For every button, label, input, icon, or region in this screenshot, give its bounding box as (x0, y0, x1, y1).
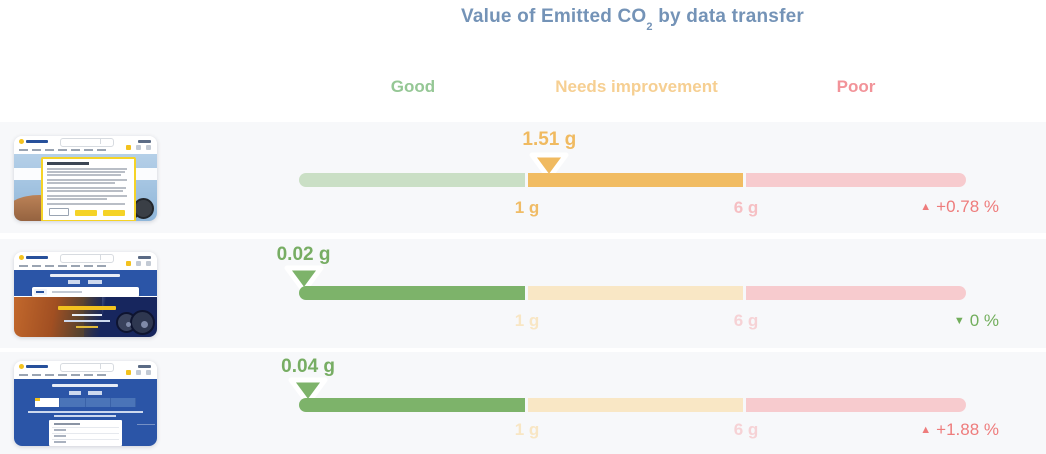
location-icon (126, 370, 131, 375)
gauge-segment-needs-improvement (528, 398, 743, 412)
thumb-browser-header (14, 136, 157, 154)
cookie-settings-button (75, 210, 97, 216)
thumb-nav-links (19, 149, 109, 151)
co2-gauge-bar (299, 398, 966, 412)
location-icon (126, 261, 131, 266)
thumb-page-body (14, 270, 157, 337)
change-percent: ▼ 0 % (953, 311, 999, 330)
gauge-segment-poor (746, 398, 966, 412)
gauge-marker-icon (529, 152, 569, 181)
michelin-man-icon (19, 255, 24, 260)
co2-value-label: 0.02 g (276, 244, 331, 265)
account-icon (146, 145, 151, 150)
dropdown-panel (49, 420, 122, 446)
michelin-logo (26, 256, 48, 259)
gauge-segment-poor (746, 286, 966, 300)
tick-6g: 6 g (733, 198, 759, 217)
gauge-segment-good (299, 286, 525, 300)
michelin-man-icon (19, 364, 24, 369)
thumb-page-body (14, 379, 157, 446)
account-icon (146, 261, 151, 266)
cookie-dialog-title (47, 162, 89, 165)
gauge-segment-good (299, 173, 525, 187)
thumb-search-bar (60, 363, 114, 372)
location-icon (126, 145, 131, 150)
co2-gauge-bar (299, 286, 966, 300)
thumb-search-bar (60, 138, 114, 147)
thumb-nav-links (19, 265, 109, 267)
gauge-marker-icon (284, 265, 324, 294)
michelin-logo (26, 365, 48, 368)
change-percent: ▲ +1.88 % (920, 420, 999, 439)
zone-label-good: Good (390, 77, 436, 96)
report-row-cookie-consent: 1.51 g 1 g 6 g ▲ +0.78 % (0, 122, 1046, 233)
michelin-man-icon (19, 139, 24, 144)
zone-label-needs-improvement: Needs improvement (555, 77, 718, 96)
gauge-marker-icon (288, 377, 328, 406)
co2-value-label: 1.51 g (522, 129, 577, 150)
thumbnail-michelin-homepage[interactable] (14, 252, 157, 337)
michelin-logo (26, 140, 48, 143)
tick-1g: 1 g (514, 311, 540, 330)
thumb-browser-header (14, 361, 157, 379)
co2-gauge-bar (299, 173, 966, 187)
trend-up-icon: ▲ (920, 201, 932, 213)
thumb-page-background (14, 154, 157, 221)
selector-tab-bar (35, 398, 136, 407)
dealer-icon (136, 370, 141, 375)
thumb-browser-header (14, 252, 157, 270)
gauge-segment-good (299, 398, 525, 412)
tick-6g: 6 g (733, 311, 759, 330)
gauge-segment-poor (746, 173, 966, 187)
gauge-segment-needs-improvement (528, 173, 743, 187)
thumb-search-bar (60, 254, 114, 263)
hero-banner (14, 270, 157, 297)
fall-in-love-headline (58, 306, 116, 310)
tick-1g: 1 g (514, 198, 540, 217)
dealer-icon (136, 145, 141, 150)
tire-image (133, 198, 154, 219)
page-title: Value of Emitted CO2 by data transfer (461, 6, 804, 33)
tick-6g: 6 g (733, 420, 759, 439)
cookie-consent-dialog (41, 157, 136, 221)
thumbnail-cookie-consent-page[interactable] (14, 136, 157, 221)
report-row-homepage: 0.02 g 1 g 6 g ▼ 0 % (0, 239, 1046, 348)
gauge-segment-needs-improvement (528, 286, 743, 300)
zone-label-poor: Poor (836, 77, 876, 96)
dealer-icon (136, 261, 141, 266)
trend-down-icon: ▼ (953, 315, 965, 327)
report-row-tyre-selector: 0.04 g 1 g 6 g ▲ +1.88 % (0, 352, 1046, 454)
thumb-nav-links (19, 374, 109, 376)
account-icon (146, 370, 151, 375)
tick-1g: 1 g (514, 420, 540, 439)
cookie-accept-button (103, 210, 125, 216)
co2-value-label: 0.04 g (281, 356, 336, 377)
change-percent: ▲ +0.78 % (920, 197, 999, 216)
trend-up-icon: ▲ (920, 424, 932, 436)
active-tab (35, 398, 61, 407)
cookie-decline-button (49, 208, 69, 216)
tyre-search-box (32, 287, 139, 297)
thumbnail-tyre-selector-page[interactable] (14, 361, 157, 446)
